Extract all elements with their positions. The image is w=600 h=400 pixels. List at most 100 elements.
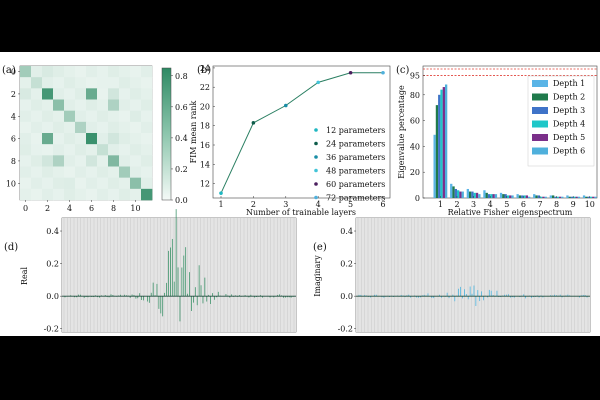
heatmap-cell bbox=[53, 110, 65, 123]
rank-point bbox=[284, 103, 288, 108]
heatmap-cell bbox=[130, 99, 142, 111]
eigen-bar bbox=[492, 194, 495, 198]
heatmap-cell bbox=[53, 88, 65, 100]
eigen-bar bbox=[518, 195, 522, 198]
colorbar bbox=[161, 67, 172, 201]
heatmap-cell bbox=[64, 155, 76, 167]
heatmap-cell bbox=[97, 177, 109, 190]
heatmap-cell bbox=[42, 188, 54, 201]
rank-legend-label: 24 parameters bbox=[326, 140, 385, 149]
heatmap-cell bbox=[20, 110, 32, 123]
heatmap-cell bbox=[86, 77, 98, 89]
heatmap-cell bbox=[42, 110, 54, 123]
heatmap-cell bbox=[53, 166, 65, 178]
eigen-bar bbox=[452, 186, 455, 198]
stem-ytick-label: -0.2 bbox=[338, 325, 353, 334]
eigen-bar bbox=[487, 194, 491, 198]
heatmap-cell bbox=[75, 188, 87, 201]
eigen-bar bbox=[573, 196, 576, 198]
heatmap-cell bbox=[20, 155, 32, 167]
heatmap-cell bbox=[108, 177, 120, 190]
spectrum-legend-swatch bbox=[532, 120, 548, 128]
heatmap-cell bbox=[75, 177, 87, 190]
heatmap-cell bbox=[130, 110, 142, 123]
eigen-bar bbox=[485, 192, 488, 198]
heatmap-cell bbox=[97, 155, 109, 167]
spectrum-xtick-label: 4 bbox=[488, 200, 493, 209]
eigen-bar bbox=[438, 94, 441, 198]
heatmap-cell bbox=[31, 99, 43, 111]
heatmap-cell bbox=[130, 166, 142, 178]
eigen-bar bbox=[577, 196, 581, 198]
heatmap-cell bbox=[75, 66, 87, 78]
heatmap-cell bbox=[75, 133, 87, 145]
eigen-bar bbox=[499, 192, 503, 198]
stem-ytick-label: 0.0 bbox=[46, 292, 59, 301]
eigen-bar bbox=[589, 196, 593, 198]
eigen-bar bbox=[551, 195, 555, 198]
heatmap-cell bbox=[141, 110, 153, 123]
stem-plot-background bbox=[62, 218, 296, 332]
eigen-bar bbox=[490, 194, 493, 198]
bottom-black-band bbox=[0, 336, 600, 400]
eigen-bar bbox=[592, 196, 595, 198]
heatmap-cell bbox=[119, 133, 131, 145]
heatmap-cell bbox=[31, 166, 43, 178]
heatmap-cell bbox=[31, 121, 43, 134]
eigen-bar bbox=[568, 196, 571, 198]
eigen-bar bbox=[494, 194, 498, 198]
panel-b-label: (b) bbox=[197, 65, 211, 76]
heatmap-ytick-label: 10 bbox=[6, 179, 16, 188]
colorbar-tick-label: 0.6 bbox=[175, 103, 188, 112]
rank-legend-marker bbox=[314, 195, 318, 200]
eigen-bar bbox=[542, 196, 545, 198]
rank-ytick-label: 20 bbox=[200, 102, 210, 111]
spectrum-xtick-label: 3 bbox=[471, 200, 476, 209]
eigen-bar bbox=[533, 194, 536, 198]
panel-e-label: (e) bbox=[313, 242, 327, 253]
spectrum-legend-label: Depth 2 bbox=[553, 93, 585, 102]
spectrum-legend-label: Depth 6 bbox=[553, 147, 585, 156]
panel-d: (d) 0.4 0.2 0.0 -0.2 Real bbox=[4, 209, 297, 334]
heatmap-cell bbox=[86, 133, 98, 145]
spectrum-legend-swatch bbox=[532, 107, 548, 114]
heatmap-cell bbox=[119, 88, 131, 100]
spectrum-xtick-label: 1 bbox=[438, 200, 443, 209]
panel-a-label: (a) bbox=[2, 65, 16, 76]
heatmap-cell bbox=[42, 166, 54, 178]
rank-ytick-label: 18 bbox=[200, 122, 210, 131]
rank-legend-marker bbox=[314, 182, 318, 186]
heatmap-cell bbox=[75, 99, 87, 111]
heatmap-cell bbox=[75, 121, 87, 134]
spectrum-legend-label: Depth 5 bbox=[553, 133, 585, 142]
real-ylabel: Real bbox=[20, 267, 29, 286]
heatmap-cell bbox=[64, 188, 76, 201]
heatmap-cell bbox=[64, 66, 76, 78]
heatmap-cell bbox=[86, 177, 98, 190]
heatmap-cell bbox=[108, 188, 120, 201]
eigen-bar bbox=[549, 195, 552, 198]
spectrum-xtick-label: 8 bbox=[554, 200, 559, 209]
rank-xtick-label: 5 bbox=[348, 200, 353, 209]
rank-plot-frame bbox=[212, 65, 391, 199]
heatmap-cell bbox=[20, 188, 32, 201]
stem-ytick-label: -0.2 bbox=[44, 325, 59, 334]
heatmap-cell bbox=[75, 166, 87, 178]
heatmap-cell bbox=[119, 177, 131, 190]
heatmap-cell bbox=[64, 177, 76, 190]
eigen-bar bbox=[483, 190, 486, 198]
spectrum-legend-label: Depth 1 bbox=[553, 79, 585, 88]
heatmap-cell bbox=[119, 155, 131, 167]
eigen-bar bbox=[558, 196, 562, 198]
rank-legend-label: 60 parameters bbox=[326, 180, 385, 189]
heatmap-cell bbox=[97, 166, 109, 178]
heatmap-cell bbox=[64, 99, 76, 111]
spectrum-legend-swatch bbox=[532, 93, 548, 101]
rank-legend-marker bbox=[314, 128, 318, 132]
panel-a: (a) 0 2 4 6 8 10 0 2 4 6 8 10 0.8 0.6 0.4 0.2 0.0 bbox=[2, 65, 188, 213]
eigen-bar bbox=[475, 192, 479, 198]
spectrum-legend-swatch bbox=[532, 80, 548, 87]
heatmap-cell bbox=[20, 121, 32, 134]
heatmap-cell bbox=[20, 166, 32, 178]
